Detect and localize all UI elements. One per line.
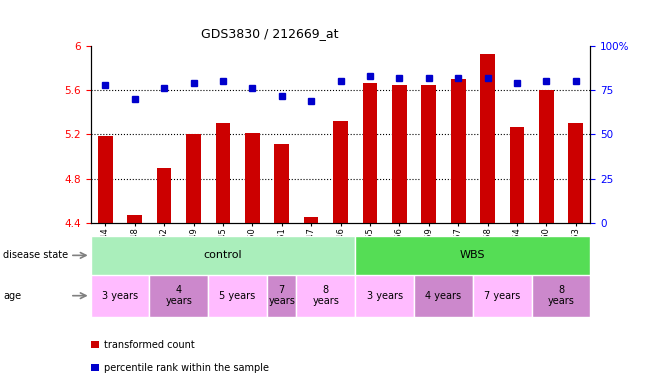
- Bar: [480, 54, 495, 223]
- Text: 8
years: 8 years: [313, 285, 340, 306]
- Bar: [186, 134, 201, 223]
- Bar: [157, 167, 172, 223]
- Bar: [355, 236, 590, 275]
- Text: control: control: [203, 250, 242, 260]
- Text: disease state: disease state: [3, 250, 68, 260]
- Bar: [414, 275, 473, 317]
- Bar: [267, 275, 297, 317]
- Text: transformed count: transformed count: [104, 340, 195, 350]
- Bar: [274, 144, 289, 223]
- Bar: [362, 83, 377, 223]
- Text: 5 years: 5 years: [219, 291, 256, 301]
- Text: 4
years: 4 years: [165, 285, 192, 306]
- Bar: [304, 217, 319, 223]
- Text: 8
years: 8 years: [548, 285, 574, 306]
- Bar: [150, 275, 208, 317]
- Text: percentile rank within the sample: percentile rank within the sample: [104, 363, 269, 373]
- Text: WBS: WBS: [460, 250, 486, 260]
- Bar: [473, 275, 531, 317]
- Bar: [297, 275, 355, 317]
- Bar: [392, 85, 407, 223]
- Text: 7
years: 7 years: [268, 285, 295, 306]
- Bar: [333, 121, 348, 223]
- Text: GDS3830 / 212669_at: GDS3830 / 212669_at: [201, 27, 339, 40]
- Bar: [539, 90, 554, 223]
- Text: age: age: [3, 291, 21, 301]
- Text: 4 years: 4 years: [425, 291, 462, 301]
- Bar: [355, 275, 414, 317]
- Bar: [91, 275, 150, 317]
- Bar: [91, 236, 355, 275]
- Bar: [509, 127, 524, 223]
- Bar: [451, 79, 466, 223]
- Bar: [245, 133, 260, 223]
- Bar: [421, 85, 436, 223]
- Text: 3 years: 3 years: [366, 291, 403, 301]
- Bar: [98, 136, 113, 223]
- Bar: [215, 123, 230, 223]
- Text: 7 years: 7 years: [484, 291, 521, 301]
- Bar: [531, 275, 590, 317]
- Text: 3 years: 3 years: [102, 291, 138, 301]
- Bar: [127, 215, 142, 223]
- Bar: [208, 275, 267, 317]
- Bar: [568, 123, 583, 223]
